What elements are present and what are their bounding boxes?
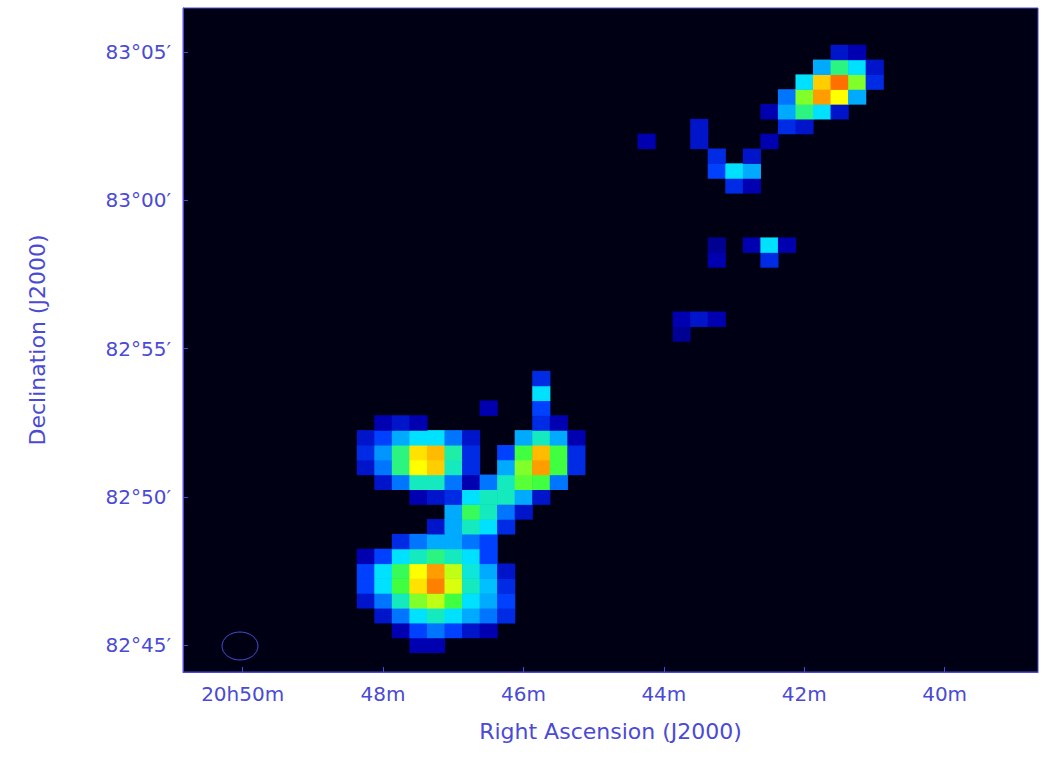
svg-text:48m: 48m <box>361 682 406 706</box>
svg-text:82°55′: 82°55′ <box>106 337 172 361</box>
svg-text:Declination (J2000): Declination (J2000) <box>25 235 50 446</box>
svg-text:46m: 46m <box>501 682 546 706</box>
svg-text:83°05′: 83°05′ <box>106 40 172 64</box>
svg-text:82°45′: 82°45′ <box>106 633 172 657</box>
svg-text:82°50′: 82°50′ <box>106 485 172 509</box>
svg-text:83°00′: 83°00′ <box>106 188 172 212</box>
svg-text:42m: 42m <box>782 682 827 706</box>
svg-text:40m: 40m <box>922 682 967 706</box>
svg-text:Right Ascension (J2000): Right Ascension (J2000) <box>479 719 742 744</box>
svg-text:20h50m: 20h50m <box>201 682 284 706</box>
svg-text:44m: 44m <box>641 682 686 706</box>
